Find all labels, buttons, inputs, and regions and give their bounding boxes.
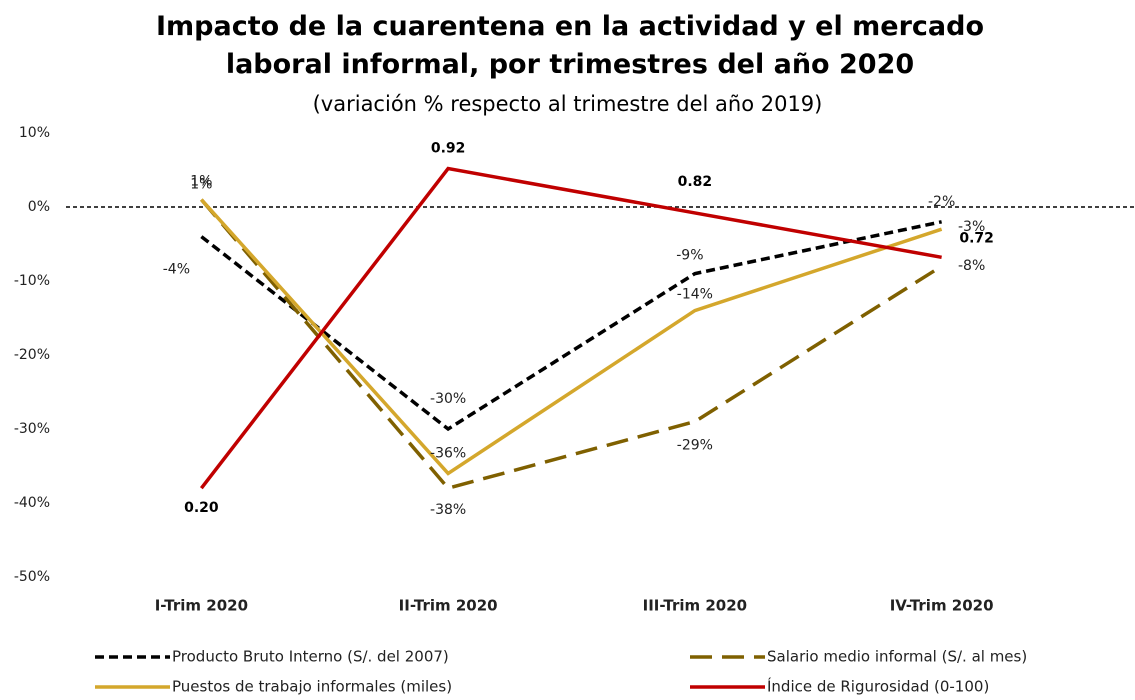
x-tick-label: IV-Trim 2020 xyxy=(890,597,994,615)
x-tick-label: III-Trim 2020 xyxy=(643,597,748,615)
data-label: -14% xyxy=(677,287,713,303)
y-tick-label: -50% xyxy=(14,569,50,585)
data-label: 0.82 xyxy=(678,174,713,190)
chart-title: Impacto de la cuarentena en la actividad… xyxy=(155,11,984,80)
legend-label: Índice de Rigurosidad (0-100) xyxy=(767,677,989,696)
data-label: -29% xyxy=(677,438,713,454)
series-line xyxy=(200,198,943,476)
y-tick-label: -30% xyxy=(14,421,50,437)
data-label: -30% xyxy=(430,391,466,407)
data-label: 0.20 xyxy=(184,500,219,516)
series-line xyxy=(200,220,942,432)
chart-subtitle: (variación % respecto al trimestre del a… xyxy=(312,92,823,116)
data-label: 1% xyxy=(190,174,212,190)
data-label: -9% xyxy=(676,248,703,264)
data-label: -38% xyxy=(430,502,466,518)
data-label: -36% xyxy=(430,445,466,461)
series-line xyxy=(199,166,942,490)
x-tick-label: I-Trim 2020 xyxy=(155,597,248,615)
data-label: 0.92 xyxy=(431,141,466,157)
data-label: -8% xyxy=(958,258,985,274)
legend-label: Salario medio informal (S/. al mes) xyxy=(767,648,1027,666)
data-label: -3% xyxy=(958,219,985,235)
data-label: 1% xyxy=(190,177,212,193)
y-tick-label: 0% xyxy=(28,199,50,215)
y-tick-label: 10% xyxy=(19,125,50,141)
legend-label: Producto Bruto Interno (S/. del 2007) xyxy=(172,648,449,666)
y-tick-label: -40% xyxy=(14,495,50,511)
y-tick-label: -20% xyxy=(14,347,50,363)
data-label: 0.72 xyxy=(959,230,994,246)
x-tick-label: II-Trim 2020 xyxy=(399,597,498,615)
y-tick-label: -10% xyxy=(14,273,50,289)
legend-label: Puestos de trabajo informales (miles) xyxy=(172,678,452,696)
series-line xyxy=(200,198,943,491)
data-label: -2% xyxy=(928,194,955,210)
data-label: -4% xyxy=(163,262,190,278)
